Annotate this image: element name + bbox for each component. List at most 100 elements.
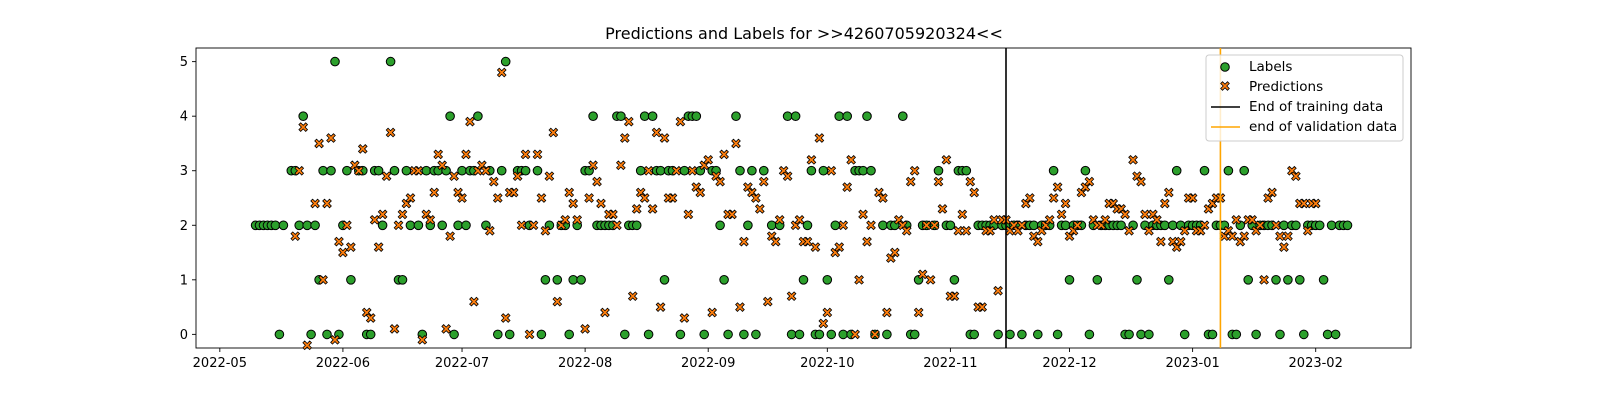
label-point — [1275, 329, 1285, 340]
prediction-point — [619, 133, 630, 143]
prediction-point — [1290, 171, 1301, 182]
label-point — [1029, 220, 1039, 231]
axes-frame — [195, 47, 1412, 349]
label-point — [699, 329, 710, 340]
prediction-point — [647, 204, 658, 214]
prediction-point — [389, 324, 400, 334]
label-point — [759, 165, 769, 176]
label-point — [933, 165, 944, 176]
prediction-point — [814, 133, 825, 143]
label-point — [504, 329, 515, 340]
label-point — [631, 220, 642, 231]
label-point — [298, 111, 309, 121]
label-point — [330, 56, 340, 67]
label-point — [552, 275, 563, 285]
prediction-point — [310, 198, 320, 209]
prediction-point — [655, 302, 666, 312]
label-point — [1052, 329, 1063, 340]
label-point — [413, 220, 424, 231]
label-point — [814, 329, 825, 340]
prediction-point — [846, 154, 857, 165]
prediction-point — [901, 225, 912, 236]
prediction-point — [965, 176, 976, 187]
label-point — [310, 220, 320, 231]
label-point — [1326, 220, 1337, 231]
prediction-point — [909, 165, 920, 176]
label-point — [659, 275, 670, 285]
prediction-point — [377, 209, 388, 220]
prediction-point — [925, 274, 936, 285]
label-point — [326, 165, 336, 176]
prediction-point — [457, 193, 467, 203]
prediction-point — [508, 187, 519, 198]
prediction-point — [294, 165, 305, 176]
label-point — [274, 329, 285, 340]
label-point — [719, 275, 729, 285]
label-point — [747, 165, 757, 176]
label-point — [1048, 165, 1059, 176]
prediction-point — [334, 236, 344, 247]
label-point — [385, 56, 396, 67]
prediction-point — [719, 149, 729, 160]
prediction-point — [322, 198, 332, 209]
y-tick-label: 5 — [180, 55, 188, 70]
prediction-point — [1302, 225, 1313, 236]
label-point — [377, 220, 388, 231]
prediction-point — [913, 307, 924, 318]
label-point — [1124, 329, 1134, 340]
label-point — [445, 111, 455, 121]
prediction-point — [1024, 193, 1035, 203]
label-point — [766, 220, 777, 231]
label-point — [1239, 165, 1249, 176]
prediction-point — [735, 302, 745, 312]
label-point — [909, 329, 920, 340]
prediction-point — [858, 209, 868, 220]
label-point — [278, 220, 289, 231]
prediction-point — [1032, 236, 1043, 247]
label-point — [1171, 165, 1182, 176]
label-point — [342, 165, 352, 176]
prediction-point — [933, 176, 944, 187]
prediction-point — [850, 329, 860, 340]
prediction-point — [1199, 220, 1210, 231]
prediction-point — [1100, 214, 1111, 225]
prediction-point — [643, 165, 654, 176]
prediction-point — [369, 214, 380, 225]
prediction-point — [342, 220, 352, 231]
prediction-point — [433, 149, 444, 160]
label-point — [1132, 275, 1142, 285]
prediction-point — [397, 209, 408, 220]
prediction-point — [1056, 209, 1067, 220]
prediction-point — [302, 340, 313, 351]
prediction-point — [461, 149, 471, 160]
prediction-point — [353, 165, 364, 176]
y-axis: 0 1 2 3 4 5 — [180, 55, 196, 343]
label-point — [496, 165, 507, 176]
label-point — [1080, 165, 1091, 176]
prediction-point — [600, 307, 610, 318]
label-point — [568, 275, 579, 285]
prediction-point — [882, 307, 892, 318]
prediction-point — [524, 329, 535, 340]
prediction-point — [862, 236, 872, 247]
prediction-point — [679, 313, 690, 323]
label-point — [616, 111, 626, 121]
prediction-point — [929, 220, 940, 231]
label-point — [405, 220, 416, 231]
prediction-point — [842, 182, 853, 192]
prediction-point — [651, 127, 662, 138]
prediction-point — [425, 214, 436, 225]
prediction-point — [687, 165, 698, 176]
prediction-point — [1052, 182, 1063, 192]
prediction-point — [588, 160, 598, 171]
prediction-point — [1255, 220, 1265, 231]
label-point — [1179, 329, 1190, 340]
x-tick-label: 2022-10 — [800, 356, 854, 371]
prediction-point — [826, 165, 837, 176]
chart-title: Predictions and Labels for >>42607059203… — [605, 24, 1003, 43]
label-point — [723, 329, 733, 340]
label-point — [969, 329, 980, 340]
prediction-point — [314, 138, 324, 149]
prediction-point — [548, 127, 559, 138]
prediction-point — [707, 307, 718, 318]
